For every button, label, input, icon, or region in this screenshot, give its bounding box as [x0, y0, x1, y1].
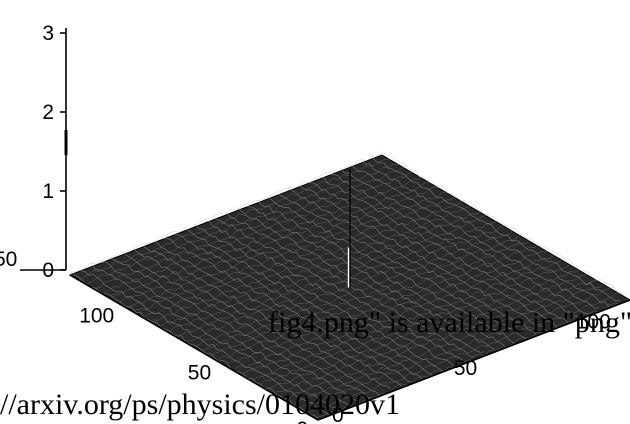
z-tick-label: 2 — [42, 101, 54, 124]
mesh-line — [298, 184, 548, 332]
mesh-line — [78, 158, 391, 280]
mesh-line — [268, 267, 581, 389]
mesh-line — [235, 250, 548, 369]
mesh-line — [94, 165, 407, 289]
mesh-line — [226, 243, 540, 364]
x-axis — [317, 299, 630, 421]
y-tick-label: 50 — [188, 361, 211, 384]
mesh-line — [256, 199, 506, 348]
y-axis — [69, 274, 319, 421]
y-tick-label: 100 — [79, 305, 114, 328]
y-tick-label: 150 — [0, 248, 17, 271]
mesh-line — [371, 156, 620, 302]
mesh-line — [210, 232, 523, 356]
mesh-line — [205, 220, 454, 367]
mesh-line — [80, 270, 329, 415]
mesh-line — [185, 219, 498, 341]
mesh-line — [317, 297, 630, 417]
mesh-line — [136, 191, 449, 311]
z-tick-label: 0 — [42, 259, 54, 282]
mesh-line — [284, 279, 597, 400]
mesh-line — [103, 172, 416, 292]
caption-overlay-line1: fig4.png" is available in "png" format f — [268, 306, 630, 339]
mesh-line — [163, 238, 412, 383]
mesh-line — [152, 199, 465, 321]
x-tick-label: 50 — [454, 357, 477, 380]
mesh-line — [319, 177, 568, 323]
mesh-line — [215, 218, 464, 362]
mesh-line — [301, 287, 614, 408]
tick-labels: 0 1 2 3 0 50 100 0 50 100 150 — [0, 22, 611, 424]
mesh-line — [236, 206, 485, 353]
mesh-line — [119, 181, 432, 303]
mesh-line — [101, 261, 350, 406]
mesh-line — [350, 164, 599, 309]
y-tick-label: 0 — [296, 418, 308, 424]
caption-overlay-line2: //arxiv.org/ps/physics/0104020v1 — [0, 388, 400, 421]
mesh-line — [243, 253, 556, 374]
z-tick-label: 1 — [42, 180, 54, 203]
mesh-line — [69, 153, 383, 273]
z-tick-label: 3 — [42, 22, 54, 45]
mesh-line — [218, 238, 531, 360]
mesh-line — [360, 158, 610, 308]
mesh-line — [330, 174, 579, 318]
x-tick-label: 100 — [576, 310, 611, 333]
mesh-line — [111, 175, 424, 296]
mesh-line — [288, 186, 537, 335]
mesh-line — [277, 193, 527, 340]
mesh-line — [259, 263, 573, 386]
mesh-line — [340, 167, 589, 315]
mesh-line — [86, 164, 399, 284]
mesh-line — [276, 273, 589, 393]
x-tick-label: 0 — [332, 404, 344, 424]
mesh-line — [381, 151, 630, 299]
mesh-line — [309, 292, 622, 413]
mesh-line — [144, 194, 457, 318]
mesh-line — [184, 228, 433, 376]
mesh-line — [69, 270, 319, 419]
mesh-line — [177, 213, 490, 338]
mesh-line — [127, 186, 440, 307]
mesh-line — [202, 227, 515, 351]
mesh-line — [121, 250, 371, 399]
mesh-line — [169, 210, 482, 333]
mesh-line — [194, 223, 443, 372]
mesh-line — [293, 281, 606, 405]
mesh-line — [160, 205, 473, 327]
axes — [20, 28, 630, 421]
mesh-line — [251, 258, 565, 381]
surface-peak — [347, 168, 351, 288]
